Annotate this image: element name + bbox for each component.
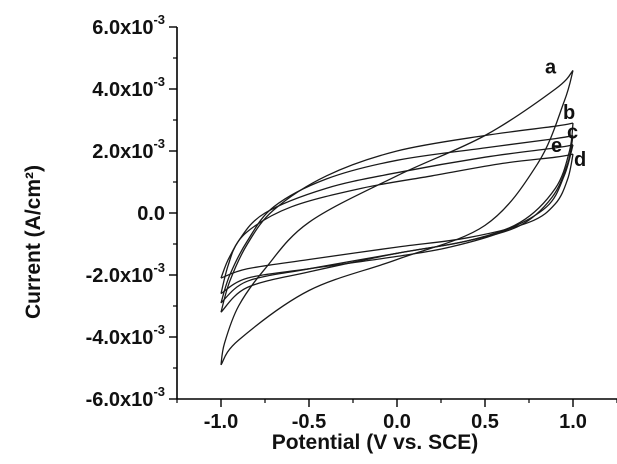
cv-loop-e <box>220 144 574 295</box>
y-tick-label: 4.0x10-3 <box>92 74 165 101</box>
x-tick-label: 0.5 <box>471 411 499 433</box>
cv-forward-sweep-e <box>220 144 574 294</box>
y-tick-label: 2.0x10-3 <box>92 136 165 163</box>
y-tick-label: 6.0x10-3 <box>92 12 165 39</box>
y-tick-exponent: -3 <box>153 260 165 275</box>
x-tick-label: -1.0 <box>204 411 238 433</box>
y-tick-mantissa: -6.0x10 <box>86 389 154 411</box>
plot-frame <box>176 27 617 400</box>
y-axis-title: Current (A/cm²) <box>22 165 45 319</box>
cv-reverse-sweep-e <box>220 144 574 295</box>
series-group <box>220 69 574 366</box>
y-tick-label: -2.0x10-3 <box>86 260 165 287</box>
curve-label-b: b <box>563 102 575 124</box>
cv-forward-sweep-b <box>220 122 574 313</box>
y-tick-exponent: -3 <box>153 384 165 399</box>
x-tick-label: 0.0 <box>383 411 411 433</box>
y-tick-mantissa: 6.0x10 <box>92 17 153 39</box>
cv-forward-sweep-a <box>220 69 574 366</box>
y-tick-mantissa: -4.0x10 <box>86 327 154 349</box>
cv-loop-a <box>220 69 574 366</box>
x-axis-ticks: -1.0 -0.5 0.0 0.5 1.0 <box>176 399 617 433</box>
y-tick-mantissa: 0.0 <box>137 203 165 225</box>
y-tick-exponent: -3 <box>153 74 165 89</box>
y-tick-exponent: -3 <box>153 136 165 151</box>
cv-reverse-sweep-c <box>220 135 574 304</box>
y-tick-exponent: -3 <box>153 322 165 337</box>
cv-forward-sweep-c <box>220 134 574 304</box>
curve-label-c: c <box>567 122 578 144</box>
curve-label-a: a <box>545 56 557 78</box>
y-tick-label: -6.0x10-3 <box>86 384 165 411</box>
y-tick-mantissa: 2.0x10 <box>92 141 153 163</box>
cv-loop-c <box>220 134 574 304</box>
cv-reverse-sweep-d <box>220 153 574 279</box>
y-tick-label: 0.0 <box>137 203 165 225</box>
y-axis-ticks: 6.0x10-34.0x10-32.0x10-30.0-2.0x10-3-4.0… <box>86 12 177 411</box>
x-axis-title: Potential (V vs. SCE) <box>272 431 479 454</box>
curve-label-d: d <box>574 149 586 171</box>
y-tick-label: -4.0x10-3 <box>86 322 165 349</box>
y-tick-mantissa: 4.0x10 <box>92 79 153 101</box>
cv-loop-b <box>220 122 574 313</box>
x-tick-label: -0.5 <box>292 411 326 433</box>
x-tick-label: 1.0 <box>559 411 587 433</box>
curve-label-e: e <box>551 135 562 157</box>
y-tick-exponent: -3 <box>153 12 165 27</box>
y-tick-mantissa: -2.0x10 <box>86 265 154 287</box>
